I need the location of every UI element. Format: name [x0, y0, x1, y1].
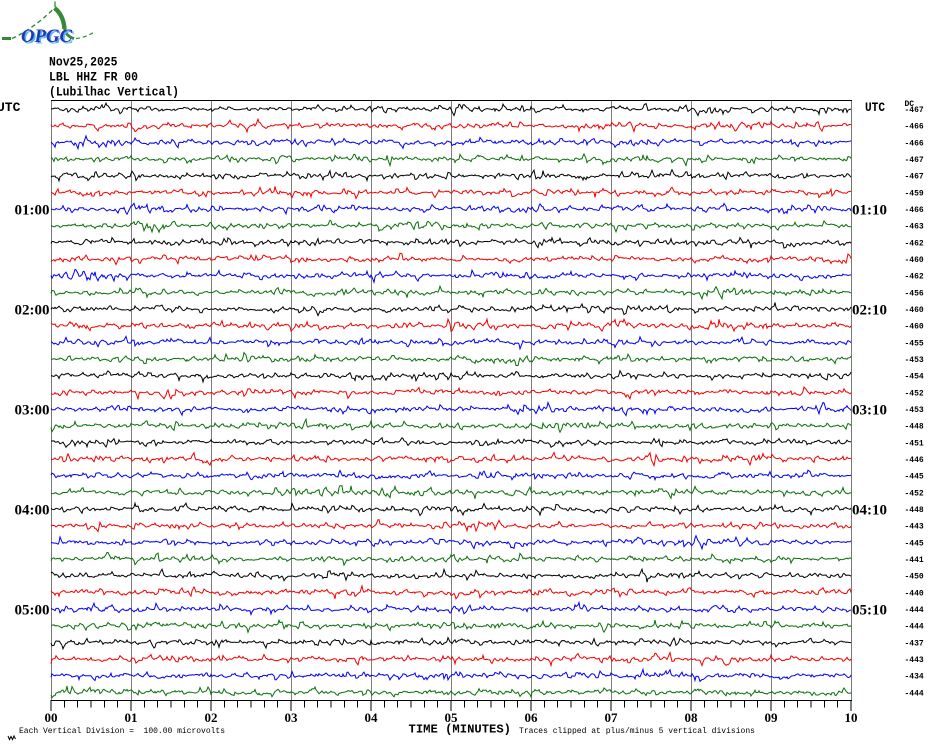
svg-text:01:00: 01:00 [15, 202, 50, 218]
svg-text:-443: -443 [905, 523, 924, 532]
svg-text:-450: -450 [905, 573, 924, 582]
svg-text:-460: -460 [905, 306, 924, 315]
svg-text:02: 02 [205, 710, 218, 725]
svg-text:-453: -453 [905, 356, 924, 365]
svg-text:UTC: UTC [865, 100, 885, 115]
svg-text:-437: -437 [905, 639, 924, 648]
svg-text:04:00: 04:00 [15, 502, 50, 518]
svg-text:OPGC: OPGC [23, 28, 74, 49]
svg-text:-452: -452 [905, 489, 924, 498]
svg-text:02:10: 02:10 [852, 302, 887, 318]
svg-text:05:10: 05:10 [852, 602, 887, 618]
svg-text:06: 06 [525, 710, 539, 725]
svg-text:(Lubilhac Vertical): (Lubilhac Vertical) [49, 85, 179, 100]
svg-text:-444: -444 [905, 623, 924, 632]
svg-text:Nov25,2025: Nov25,2025 [49, 55, 118, 70]
svg-text:-454: -454 [905, 373, 924, 382]
svg-text:02:00: 02:00 [15, 302, 50, 318]
svg-text:00: 00 [45, 710, 58, 725]
svg-text:05:00: 05:00 [15, 602, 50, 618]
svg-text:09: 09 [765, 710, 779, 725]
svg-text:01: 01 [125, 710, 138, 725]
svg-text:-443: -443 [905, 656, 924, 665]
svg-text:OPGC: OPGC [21, 26, 72, 47]
svg-text:01:10: 01:10 [852, 202, 887, 218]
svg-text:10: 10 [845, 710, 858, 725]
svg-text:-460: -460 [905, 256, 924, 265]
svg-text:-448: -448 [905, 423, 924, 432]
svg-text:UTC: UTC [0, 100, 21, 115]
svg-text:03:10: 03:10 [852, 402, 887, 418]
svg-text:Traces clipped at plus/minus 5: Traces clipped at plus/minus 5 vertical … [519, 727, 755, 736]
svg-text:-462: -462 [905, 273, 924, 282]
svg-text:-440: -440 [905, 589, 924, 598]
svg-text:08: 08 [685, 710, 699, 725]
svg-text:-446: -446 [905, 456, 924, 465]
svg-text:-448: -448 [905, 506, 924, 515]
svg-text:-466: -466 [905, 123, 924, 132]
svg-text:-466: -466 [905, 206, 924, 215]
svg-text:-444: -444 [905, 606, 924, 615]
svg-text:05: 05 [445, 710, 459, 725]
svg-text:-467: -467 [905, 106, 924, 115]
svg-text:-462: -462 [905, 239, 924, 248]
svg-text:-455: -455 [905, 339, 924, 348]
svg-text:04: 04 [365, 710, 379, 725]
svg-text:-453: -453 [905, 406, 924, 415]
svg-text:Each Vertical Division = 100.: Each Vertical Division = 100.00 microvol… [19, 727, 225, 736]
svg-text:04:10: 04:10 [852, 502, 887, 518]
svg-text:-451: -451 [905, 439, 924, 448]
svg-text:-445: -445 [905, 473, 924, 482]
svg-text:-467: -467 [905, 156, 924, 165]
svg-text:-459: -459 [905, 189, 924, 198]
svg-text:-463: -463 [905, 223, 924, 232]
svg-text:-466: -466 [905, 139, 924, 148]
svg-text:03: 03 [285, 710, 299, 725]
svg-text:-467: -467 [905, 173, 924, 182]
svg-text:-444: -444 [905, 689, 924, 698]
svg-text:-434: -434 [905, 673, 924, 682]
svg-text:-445: -445 [905, 539, 924, 548]
svg-text:-441: -441 [905, 556, 924, 565]
svg-text:03:00: 03:00 [15, 402, 50, 418]
svg-text:-452: -452 [905, 389, 924, 398]
svg-text:-460: -460 [905, 323, 924, 332]
svg-text:TIME (MINUTES): TIME (MINUTES) [409, 722, 512, 736]
svg-text:DC: DC [905, 100, 915, 109]
svg-text:07: 07 [605, 710, 619, 725]
svg-text:-456: -456 [905, 289, 924, 298]
svg-text:LBL HHZ FR 00: LBL HHZ FR 00 [49, 70, 138, 85]
